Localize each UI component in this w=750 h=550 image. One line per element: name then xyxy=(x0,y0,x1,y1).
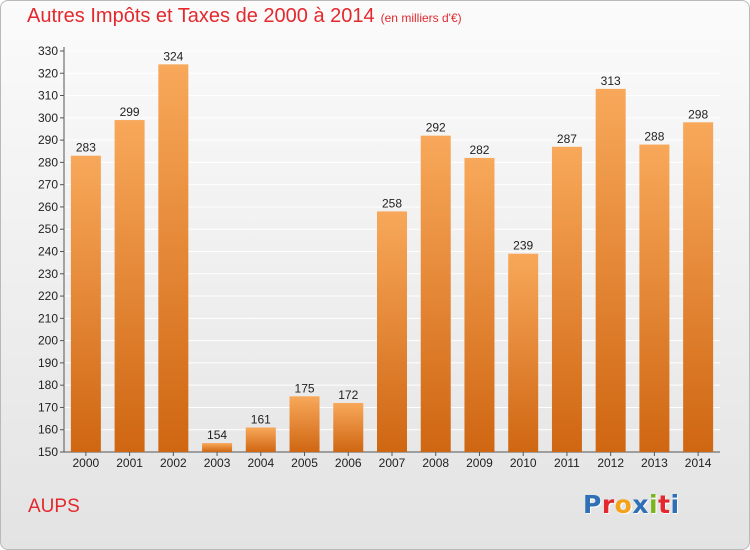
y-tick-label: 230 xyxy=(38,267,58,281)
logo-letter: t xyxy=(658,490,671,519)
x-tick-label: 2002 xyxy=(160,456,187,470)
x-tick-label: 2010 xyxy=(510,456,537,470)
bar-2003 xyxy=(202,443,233,452)
bar-2001 xyxy=(114,120,145,453)
data-label: 287 xyxy=(557,132,577,146)
commune-name: AUPS xyxy=(28,496,80,517)
y-tick-label: 270 xyxy=(38,178,58,192)
logo-letter: i xyxy=(649,490,659,519)
data-label: 172 xyxy=(338,388,358,402)
chart-unit: (en milliers d'€) xyxy=(380,11,462,25)
y-tick-label: 170 xyxy=(38,400,58,414)
bar-2008 xyxy=(420,135,451,452)
x-tick-label: 2014 xyxy=(685,456,712,470)
logo-letter: o xyxy=(614,490,633,519)
x-tick-label: 2004 xyxy=(247,456,274,470)
data-label: 239 xyxy=(513,239,533,253)
bar-2012 xyxy=(595,88,626,452)
bar-2005 xyxy=(289,396,320,452)
y-tick-label: 310 xyxy=(38,89,58,103)
x-tick-label: 2003 xyxy=(204,456,231,470)
y-tick-label: 160 xyxy=(38,423,58,437)
x-tick-label: 2000 xyxy=(73,456,100,470)
x-tick-label: 2012 xyxy=(597,456,624,470)
chart-title-text: Autres Impôts et Taxes de 2000 à 2014 xyxy=(27,5,375,27)
logo-letter: i xyxy=(670,490,680,519)
x-tick-label: 2013 xyxy=(641,456,668,470)
data-label: 288 xyxy=(644,130,664,144)
x-tick-label: 2006 xyxy=(335,456,362,470)
data-label: 298 xyxy=(688,107,708,121)
x-tick-label: 2005 xyxy=(291,456,318,470)
y-tick-label: 150 xyxy=(38,445,58,459)
y-tick-label: 190 xyxy=(38,356,58,370)
data-label: 154 xyxy=(207,428,227,442)
bar-2010 xyxy=(508,253,539,452)
x-tick-label: 2001 xyxy=(116,456,143,470)
y-tick-label: 300 xyxy=(38,111,58,125)
data-label: 299 xyxy=(120,105,140,119)
y-tick-label: 180 xyxy=(38,378,58,392)
logo-letter: P xyxy=(583,490,602,519)
y-tick-label: 210 xyxy=(38,311,58,325)
data-label: 175 xyxy=(295,381,315,395)
bar-2002 xyxy=(158,64,189,452)
bar-2013 xyxy=(639,144,670,453)
data-label: 324 xyxy=(163,49,183,63)
logo-letter: x xyxy=(632,490,649,519)
bar-2000 xyxy=(70,155,101,452)
y-tick-label: 330 xyxy=(38,44,58,58)
y-tick-label: 240 xyxy=(38,245,58,259)
y-tick-label: 320 xyxy=(38,66,58,80)
y-tick-label: 280 xyxy=(38,155,58,169)
y-tick-label: 220 xyxy=(38,289,58,303)
data-label: 282 xyxy=(469,143,489,157)
x-tick-label: 2011 xyxy=(554,456,580,470)
x-tick-label: 2009 xyxy=(466,456,493,470)
y-tick-label: 200 xyxy=(38,334,58,348)
logo-letter: r xyxy=(601,490,615,519)
data-label: 283 xyxy=(76,141,96,155)
chart-title: Autres Impôts et Taxes de 2000 à 2014 (en… xyxy=(27,5,462,28)
bar-2011 xyxy=(551,146,582,453)
bar-2014 xyxy=(683,122,714,453)
bar-2009 xyxy=(464,157,495,452)
data-label: 313 xyxy=(601,74,621,88)
bar-2004 xyxy=(245,427,276,452)
data-label: 161 xyxy=(251,412,271,426)
y-tick-label: 260 xyxy=(38,200,58,214)
proxiti-logo: Proxiti xyxy=(583,490,680,519)
data-label: 292 xyxy=(426,121,446,135)
data-label: 258 xyxy=(382,196,402,210)
x-tick-label: 2008 xyxy=(422,456,449,470)
y-tick-label: 290 xyxy=(38,133,58,147)
bar-2006 xyxy=(333,402,364,452)
x-tick-label: 2007 xyxy=(379,456,406,470)
bar-2007 xyxy=(377,211,407,452)
y-tick-label: 250 xyxy=(38,222,58,236)
